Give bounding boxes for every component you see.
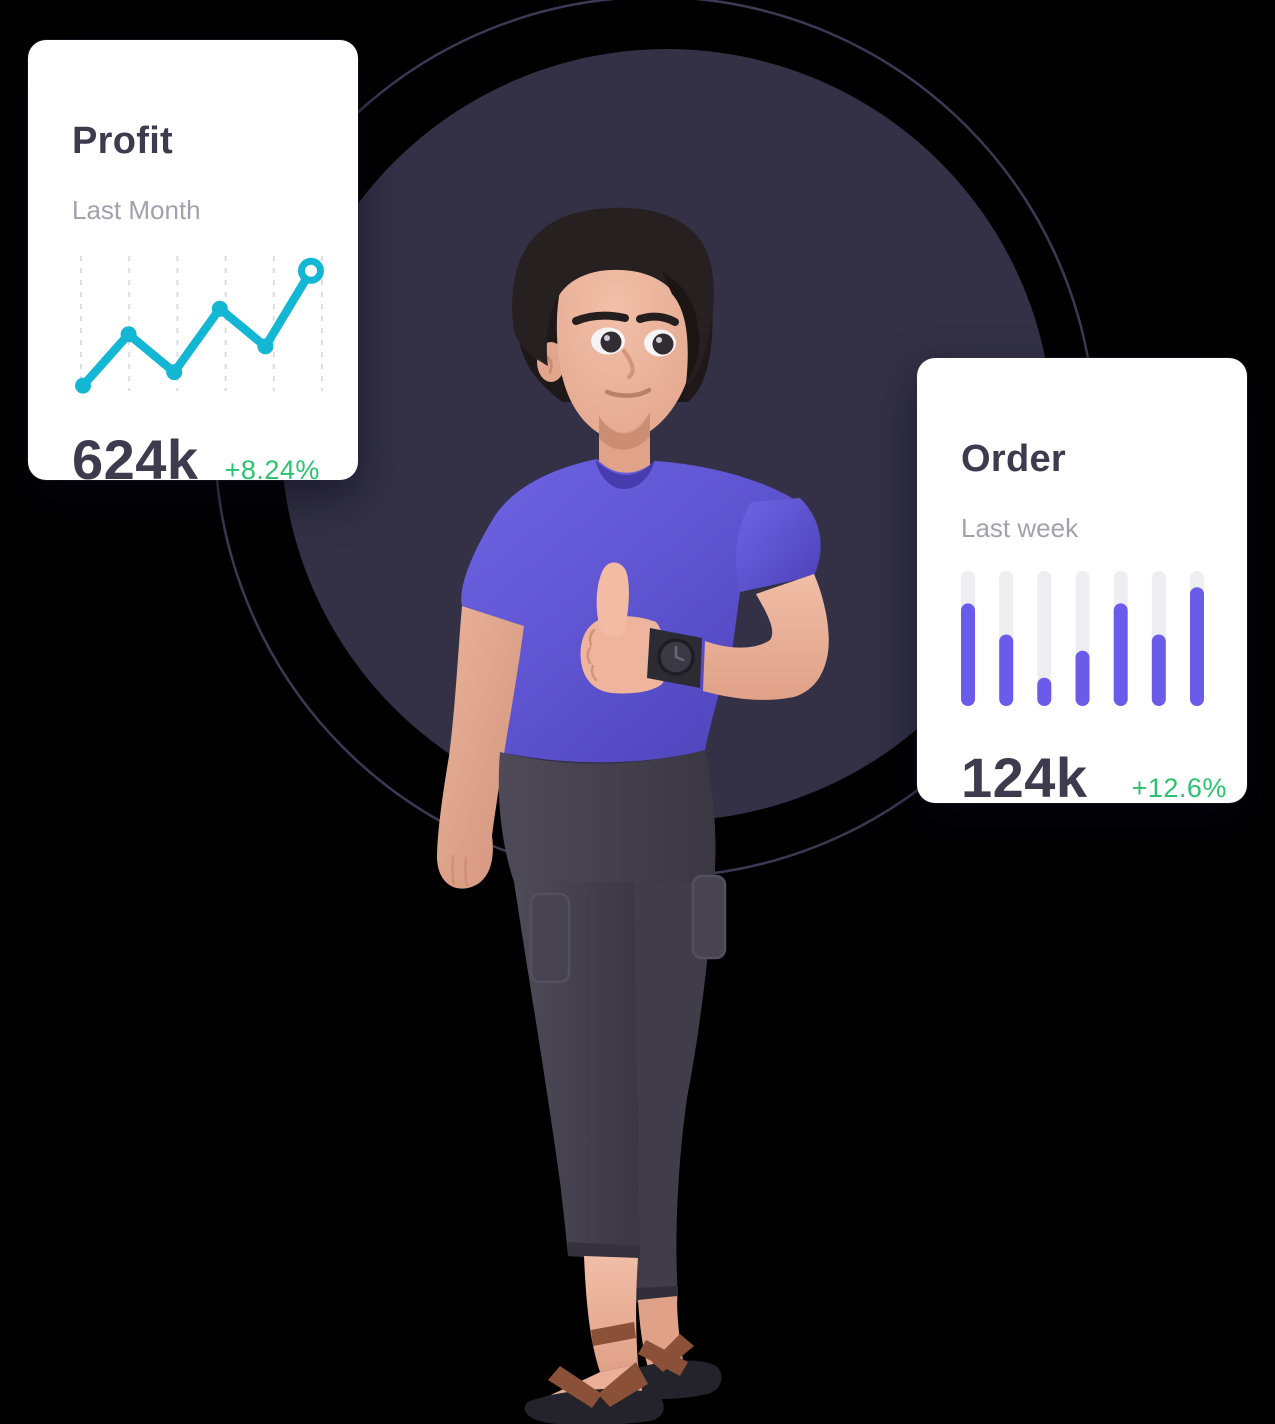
left-ankle [584,1256,638,1372]
collar [595,459,655,489]
bar-track [1037,570,1052,706]
bar-fill [1037,677,1052,706]
left-sandal-sole [524,1388,664,1424]
right-eye [644,329,676,357]
order-card-title: Order [961,437,1066,480]
left-eyebrow [572,311,629,325]
watch-hands [674,645,685,662]
right-arm-hanging [436,606,524,889]
line-point [75,377,91,394]
pants-right-leg [633,882,714,1303]
thumbs-up-fist [580,615,667,694]
right-eyebrow [636,312,679,326]
hanging-hand-finger-lines [451,854,469,888]
fist-finger-lines [586,628,598,682]
profit-card-subtitle: Last Month [72,194,201,225]
ear-inner-line [544,354,553,374]
left-cuff-shadow [568,1242,640,1260]
pants-hips [498,750,716,882]
bar-fill [1151,634,1166,706]
left-sandal-straps [548,1322,648,1408]
profit-value: 624k [72,427,199,491]
right-sandal-straps [638,1334,694,1376]
wrist-watch [647,628,702,688]
tshirt-right-sleeve [736,498,821,592]
profit-line-chart [75,255,324,394]
profit-card-title: Profit [72,119,174,162]
order-card: Order Last week 124k +12.6% [917,358,1247,809]
line-point [166,364,183,381]
order-stats-row: 124k +12.6% [961,745,1226,810]
order-bar-chart [961,570,1204,706]
bar-fill [999,634,1014,706]
order-value: 124k [961,745,1088,809]
tshirt [461,459,819,763]
order-card-subtitle: Last week [961,512,1079,543]
bar-fill [1075,650,1090,706]
line-end-ring [298,257,324,284]
thumb-up [596,562,629,637]
profit-trend-line [78,266,316,390]
right-sandal-sole [618,1360,722,1400]
order-delta-badge: +12.6% [1131,772,1227,803]
left-arm-bent [703,574,829,700]
bar-fill [1113,603,1128,706]
order-chart-area [961,570,1204,713]
left-thigh-pocket [529,892,571,984]
left-eye [591,327,625,355]
hair-fringe-shadow [662,272,700,384]
bar-fill [961,603,975,706]
right-thigh-pocket [691,874,727,960]
character-illustration [436,207,829,1424]
line-point [257,338,274,355]
profit-chart-area [72,253,324,395]
profit-delta-badge: +8.24% [224,454,320,485]
line-point [211,300,228,317]
line-point [120,326,137,343]
profit-stats-row: 624k +8.24% [72,427,319,492]
mouth [604,387,652,398]
nose [622,349,635,379]
profit-card: Profit Last Month 624k +8.24% [28,40,358,491]
hair-front [512,207,714,386]
neck-shadow [599,412,650,450]
bar-fill [1190,587,1204,706]
